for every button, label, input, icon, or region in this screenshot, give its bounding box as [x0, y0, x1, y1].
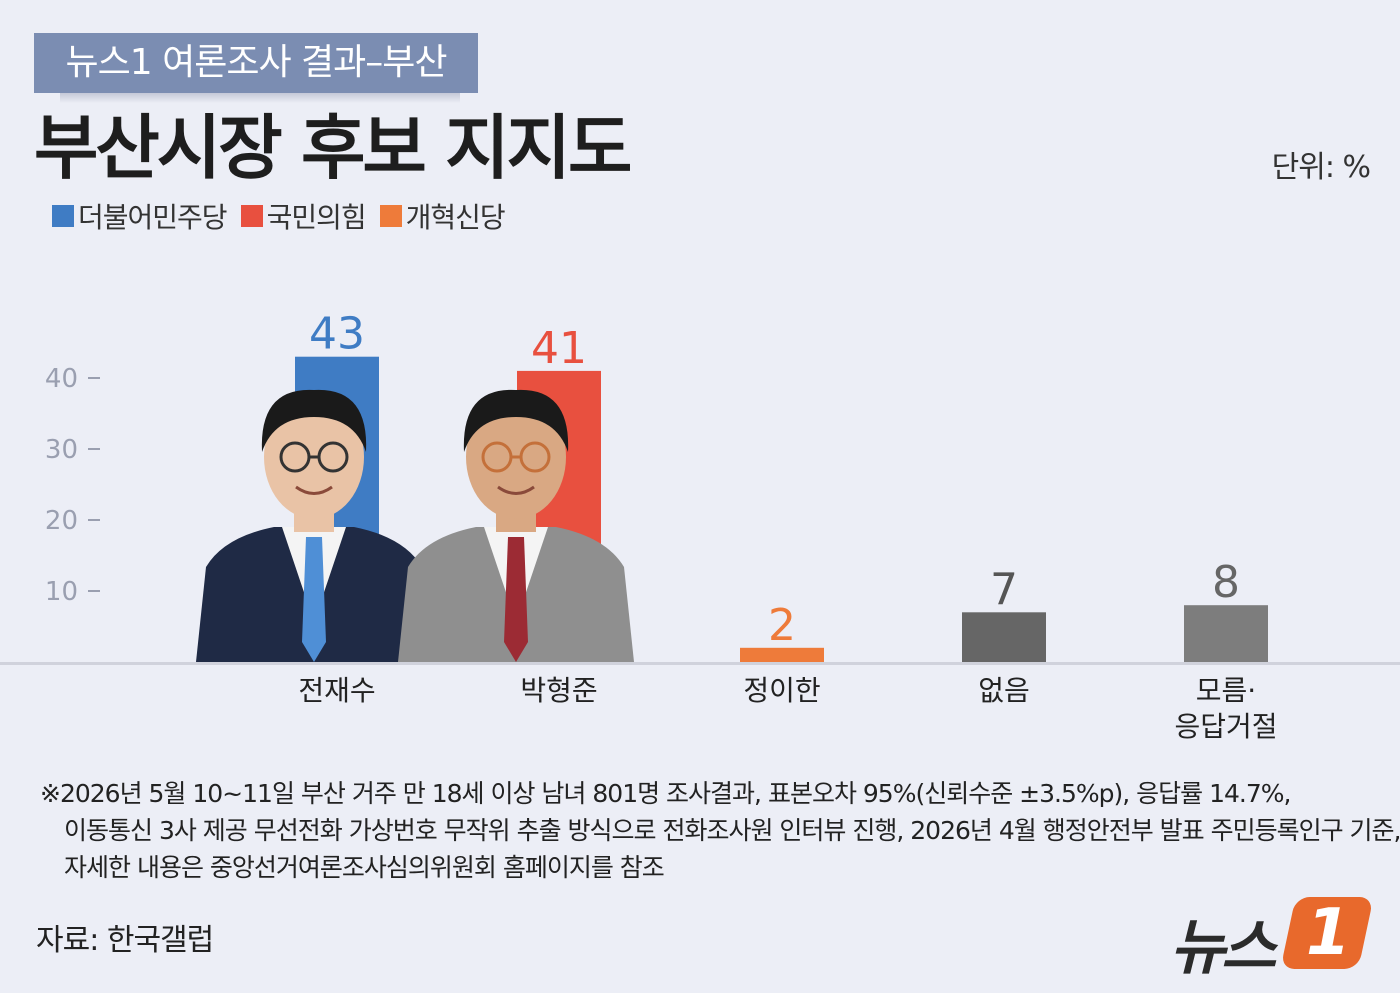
legend-swatch-reform [379, 205, 402, 227]
y-tick-label: 10 [45, 577, 78, 607]
baseline [0, 662, 1400, 665]
y-tick-label: 30 [45, 435, 78, 465]
bar-value-label: 8 [1212, 557, 1240, 608]
category-label: 정이한 [743, 674, 820, 707]
footnote-line-2: 이동통신 3사 제공 무선전화 가상번호 무작위 추출 방식으로 전화조사원 인… [64, 816, 1400, 845]
bar-value-label: 2 [768, 600, 796, 651]
legend: 더불어민주당 국민의힘 개혁신당 [52, 196, 519, 236]
bar [962, 612, 1046, 662]
logo-text: 뉴스 [1170, 913, 1276, 983]
legend-item-ppp: 국민의힘 [240, 196, 367, 236]
bar [1184, 605, 1268, 662]
source-label: 자료: 한국갤럽 [36, 923, 214, 958]
footnote: ※2026년 5월 10~11일 부산 거주 만 18세 이상 남녀 801명 … [40, 775, 1400, 886]
bar-chart: 10 20 30 40 43 전재수 41 박형준 2 정이한 7 없음 8 모름· 응답거절 [0, 309, 1400, 743]
category-label: 박형준 [520, 674, 597, 707]
unit-label: 단위: % [1271, 150, 1371, 185]
bar-value-label: 7 [990, 564, 1018, 615]
legend-label-ppp: 국민의힘 [266, 201, 367, 234]
legend-item-reform: 개혁신당 [379, 196, 506, 236]
bar-value-label: 41 [531, 323, 587, 374]
candidate-photo-park-hyeongjun [398, 389, 634, 662]
bar [740, 647, 824, 662]
candidate-photo-jeon-jaesu [196, 389, 432, 662]
y-tick-label: 20 [45, 506, 78, 536]
category-label: 모름· 응답거절 [1174, 674, 1277, 743]
footnote-line-1: ※2026년 5월 10~11일 부산 거주 만 18세 이상 남녀 801명 … [40, 779, 1291, 808]
category-label: 없음 [978, 674, 1030, 707]
survey-tag: 뉴스1 여론조사 결과–부산 [34, 33, 478, 93]
news1-logo: 뉴스 1 [1170, 893, 1374, 983]
legend-swatch-ppp [240, 205, 263, 227]
chart-title: 부산시장 후보 지지도 [34, 107, 632, 189]
legend-item-democratic: 더불어민주당 [52, 196, 228, 236]
y-tick-label: 40 [45, 364, 78, 394]
legend-label-reform: 개혁신당 [405, 201, 506, 234]
category-label: 전재수 [298, 674, 375, 707]
logo-badge-number: 1 [1306, 896, 1351, 970]
legend-label-democratic: 더불어민주당 [78, 201, 228, 234]
tag-shadow [60, 93, 460, 103]
footnote-line-3: 자세한 내용은 중앙선거여론조사심의위원회 홈페이지를 참조 [64, 853, 665, 882]
legend-swatch-democratic [52, 205, 74, 227]
bar-value-label: 43 [309, 309, 365, 360]
